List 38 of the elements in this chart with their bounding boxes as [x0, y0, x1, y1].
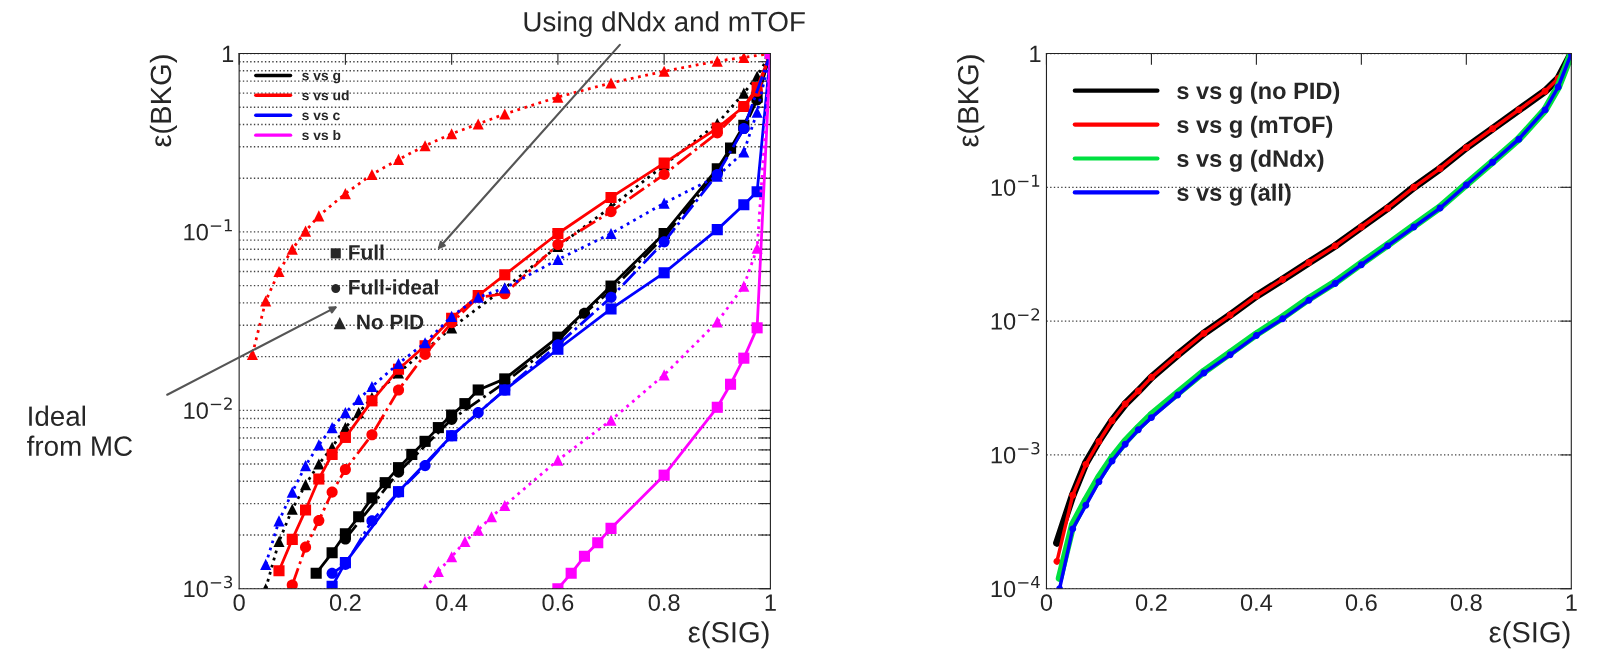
annotation: ■ Full	[330, 244, 384, 260]
x-tick-label: 1	[1566, 594, 1577, 611]
y-tick-label: 10$^{−3}$	[991, 441, 1040, 464]
x-tick-label: 0	[233, 594, 245, 611]
x-tick-label: 0.2	[329, 594, 361, 611]
y-tick-label: 10$^{−2}$	[184, 397, 232, 419]
legend-label: s vs c	[302, 112, 340, 121]
y-tick-label: 10$^{−1}$	[991, 174, 1040, 196]
text: Using dNdx and mTOF	[524, 11, 805, 38]
y-tick-label: 10$^{−3}$	[184, 575, 233, 598]
legend-label: s vs g (all)	[1177, 183, 1291, 206]
legend-label: s vs g (dNdx)	[1177, 149, 1324, 172]
y-axis-title: ε(BKG)	[957, 55, 985, 147]
legend-label: s vs g (no PID)	[1177, 81, 1340, 104]
x-tick-label: 1	[765, 594, 776, 611]
legend-label: s vs g (mTOF)	[1177, 115, 1333, 138]
legend-label: s vs ud	[302, 90, 349, 101]
x-axis-title: ε(SIG)	[688, 621, 769, 649]
y-tick-label: 1	[1030, 45, 1041, 63]
x-tick-label: 0.6	[542, 594, 574, 611]
y-tick-label: 10$^{−4}$	[991, 576, 1040, 598]
x-tick-label: 0.4	[436, 594, 468, 611]
annotation: ● Full-ideal	[331, 279, 438, 295]
x-tick-label: 0	[1040, 594, 1053, 611]
legend-label: s vs b	[302, 129, 341, 141]
y-tick-label: 1	[222, 45, 234, 63]
text: Ideal from MC	[27, 405, 133, 456]
legend-label: s vs g	[302, 72, 341, 84]
y-axis-title: ε(BKG)	[149, 55, 178, 147]
x-tick-label: 0.4	[1240, 594, 1273, 611]
x-tick-label: 0.8	[1450, 594, 1482, 611]
x-tick-label: 0.8	[648, 594, 680, 611]
x-tick-label: 0.2	[1135, 594, 1167, 611]
y-tick-label: 10$^{−2}$	[991, 308, 1040, 330]
annotation: ▲ No PID	[333, 314, 424, 330]
x-axis-title: ε(SIG)	[1489, 621, 1570, 649]
x-tick-label: 0.6	[1345, 594, 1377, 611]
y-tick-label: 10$^{−1}$	[184, 219, 232, 241]
